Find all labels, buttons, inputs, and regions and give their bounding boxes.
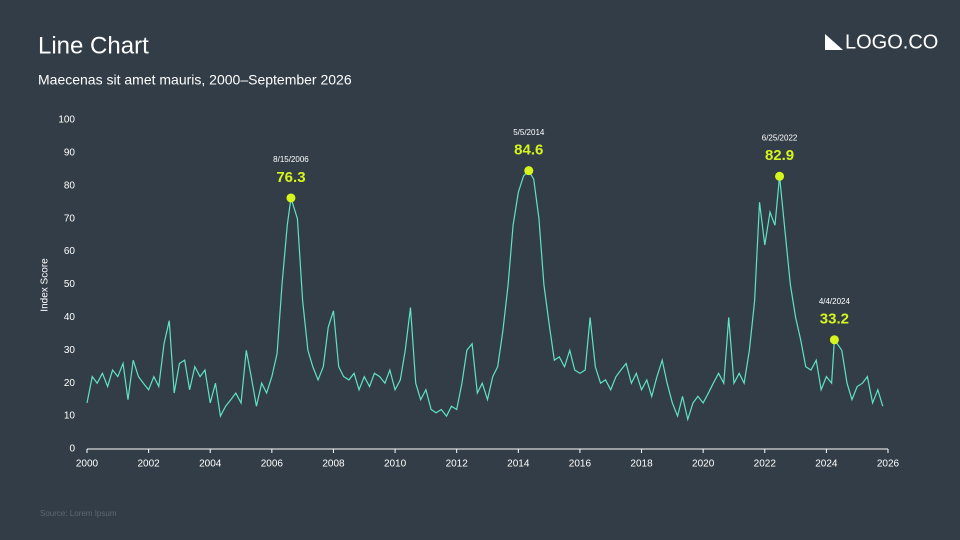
data-line: [86, 169, 884, 422]
x-tick-label: 2000: [76, 459, 99, 470]
x-tick-label: 2012: [446, 459, 469, 470]
x-tick-label: 2022: [754, 459, 777, 470]
annotation-date: 4/4/2024: [819, 297, 851, 306]
chart-subtitle: Maecenas sit amet mauris, 2000–September…: [38, 72, 352, 88]
annotation-value: 76.3: [276, 169, 305, 186]
y-tick-label: 100: [58, 115, 75, 126]
x-tick-label: 2016: [569, 459, 592, 470]
x-tick-label: 2008: [322, 459, 345, 470]
annotation-value: 33.2: [820, 311, 849, 328]
x-tick-label: 2014: [507, 459, 530, 470]
annotation-value: 82.9: [765, 147, 794, 164]
y-tick-label: 40: [64, 312, 76, 323]
y-tick-label: 30: [64, 345, 76, 356]
annotation-value: 84.6: [514, 142, 543, 159]
y-tick-label: 10: [64, 411, 76, 422]
annotation-date: 6/25/2022: [762, 133, 798, 142]
highlight-point: [524, 166, 534, 176]
x-tick-label: 2006: [261, 459, 284, 470]
logo: LOGO.CO: [845, 31, 938, 53]
x-tick-label: 2010: [384, 459, 407, 470]
annotation-date: 5/5/2014: [513, 128, 545, 137]
highlight-point: [775, 171, 785, 181]
source: Source: Lorem Ipsum: [40, 509, 117, 518]
y-tick-label: 80: [64, 180, 76, 191]
y-tick-label: 0: [69, 444, 75, 455]
y-tick-label: 70: [64, 213, 76, 224]
y-tick-label: 60: [64, 246, 76, 257]
x-tick-label: 2026: [877, 459, 900, 470]
y-axis-label: Index Score: [40, 258, 51, 312]
y-tick-label: 90: [64, 148, 76, 159]
highlight-point: [829, 335, 839, 345]
x-tick-label: 2024: [815, 459, 838, 470]
x-tick-label: 2020: [692, 459, 715, 470]
chart-title: Line Chart: [38, 32, 149, 59]
x-tick-label: 2002: [137, 459, 160, 470]
y-tick-label: 20: [64, 378, 76, 389]
annotation-date: 8/15/2006: [273, 155, 309, 164]
x-tick-label: 2004: [199, 459, 222, 470]
x-tick-label: 2018: [630, 459, 653, 470]
y-tick-label: 50: [64, 279, 76, 290]
logo-mark: [825, 34, 843, 50]
highlight-point: [286, 193, 296, 203]
